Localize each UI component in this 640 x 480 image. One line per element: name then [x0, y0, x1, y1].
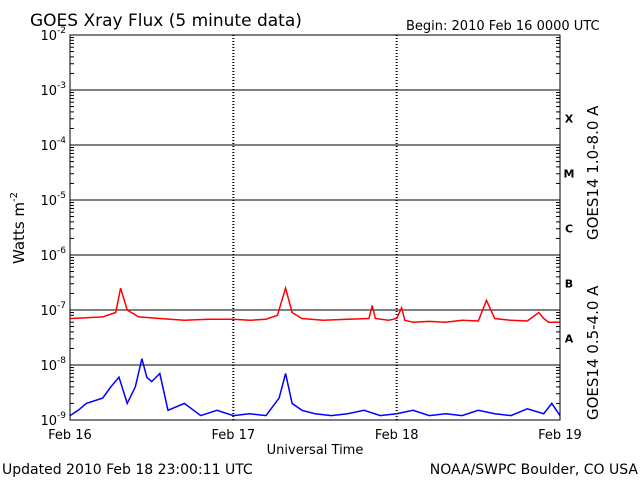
y-axis-label-exp: -2 [9, 192, 20, 202]
footer-credit: NOAA/SWPC Boulder, CO USA [430, 462, 639, 478]
x-axis-label: Universal Time [267, 443, 364, 458]
flare-class-X: X [565, 113, 574, 126]
begin-label: Begin: 2010 Feb 16 0000 UTC [406, 19, 600, 34]
x-tick-label: Feb 18 [375, 428, 419, 443]
flare-class-labels: A B C M X [564, 113, 575, 346]
series-line-1 [69, 358, 561, 417]
flare-class-C: C [565, 223, 573, 236]
y-tick-label: 10-4 [40, 136, 66, 154]
legend-series-1-label: GOES14 0.5-4.0 A [584, 285, 602, 420]
x-tick-label: Feb 16 [48, 428, 92, 443]
flare-class-M: M [564, 168, 575, 181]
y-tick-label: 10-7 [40, 301, 66, 319]
flare-class-A: A [565, 333, 574, 346]
y-tick-label: 10-5 [40, 191, 66, 209]
x-tick-label: Feb 17 [211, 428, 255, 443]
legend-series-0: GOES14 1.0-8.0 A [584, 105, 602, 240]
x-tick-labels: Feb 16 Feb 17 Feb 18 Feb 19 [48, 428, 582, 443]
flare-class-B: B [565, 278, 573, 291]
y-tick-label: 10-6 [40, 246, 66, 264]
series-line-0 [69, 285, 560, 323]
y-tick-label: 10-2 [40, 26, 66, 44]
chart-title: GOES Xray Flux (5 minute data) [30, 11, 302, 31]
y-tick-label: 10-8 [40, 356, 66, 374]
grid [70, 35, 560, 420]
series-layer [69, 285, 561, 417]
y-axis-label-main: Watts m [10, 202, 28, 264]
y-tick-label: 10-3 [40, 81, 66, 99]
plot-frame [69, 34, 561, 421]
svg-text:Watts m-2: Watts m-2 [9, 192, 28, 264]
legend-series-0-label: GOES14 1.0-8.0 A [584, 105, 602, 240]
y-axis-label: Watts m-2 [9, 192, 28, 264]
footer-updated: Updated 2010 Feb 18 23:00:11 UTC [2, 462, 253, 478]
y-tick-labels: 10-9 10-8 10-7 10-6 10-5 10-4 10-3 10-2 [40, 26, 66, 429]
x-tick-label: Feb 19 [538, 428, 582, 443]
legend-series-1: GOES14 0.5-4.0 A [584, 285, 602, 420]
y-tick-label: 10-9 [40, 411, 66, 429]
